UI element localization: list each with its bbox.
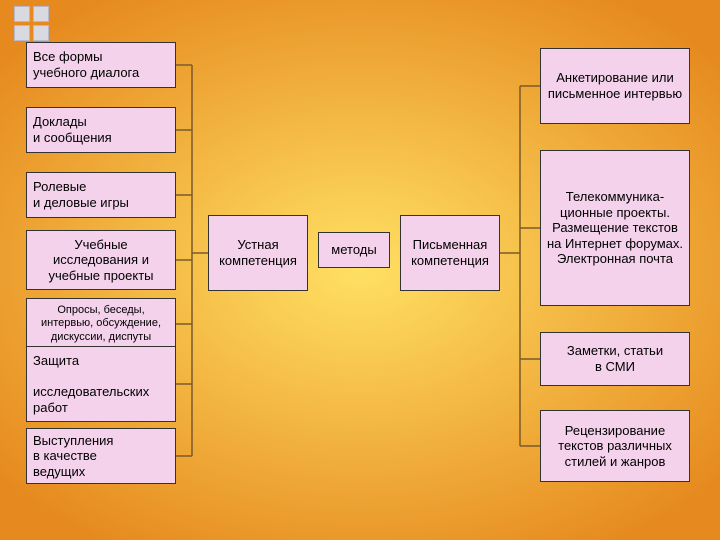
left-box-4: Опросы, беседы, интервью, обсуждение, ди…	[26, 298, 176, 350]
left-box-3-label: Учебные исследования и учебные проекты	[33, 237, 169, 284]
center-methods-box: методы	[318, 232, 390, 268]
right-box-0: Анкетирование или письменное интервью	[540, 48, 690, 124]
left-box-2: Ролевые и деловые игры	[26, 172, 176, 218]
left-box-2-label: Ролевые и деловые игры	[33, 179, 169, 210]
right-box-1-label: Телекоммуника-ционные проекты. Размещени…	[547, 189, 683, 267]
center-oral-box: Устная компетенция	[208, 215, 308, 291]
corner-decoration	[14, 6, 49, 41]
left-box-0-label: Все формы учебного диалога	[33, 49, 169, 80]
left-box-4-label: Опросы, беседы, интервью, обсуждение, ди…	[33, 304, 169, 344]
left-box-1: Доклады и сообщения	[26, 107, 176, 153]
center-written-box-label: Письменная компетенция	[407, 237, 493, 268]
left-box-5: Защита исследовательских работ	[26, 346, 176, 422]
right-box-0-label: Анкетирование или письменное интервью	[547, 70, 683, 101]
right-box-2-label: Заметки, статьи в СМИ	[547, 343, 683, 374]
right-box-3: Рецензирование текстов различных стилей …	[540, 410, 690, 482]
left-box-3: Учебные исследования и учебные проекты	[26, 230, 176, 290]
center-methods-box-label: методы	[325, 242, 383, 258]
right-box-3-label: Рецензирование текстов различных стилей …	[547, 423, 683, 470]
left-box-5-label: Защита исследовательских работ	[33, 353, 169, 415]
left-box-6: Выступления в качестве ведущих	[26, 428, 176, 484]
center-oral-box-label: Устная компетенция	[215, 237, 301, 268]
left-box-1-label: Доклады и сообщения	[33, 114, 169, 145]
left-box-6-label: Выступления в качестве ведущих	[33, 433, 169, 480]
right-box-2: Заметки, статьи в СМИ	[540, 332, 690, 386]
slide: Устная компетенция методы Письменная компе…	[0, 0, 720, 540]
left-box-0: Все формы учебного диалога	[26, 42, 176, 88]
center-written-box: Письменная компетенция	[400, 215, 500, 291]
right-box-1: Телекоммуника-ционные проекты. Размещени…	[540, 150, 690, 306]
